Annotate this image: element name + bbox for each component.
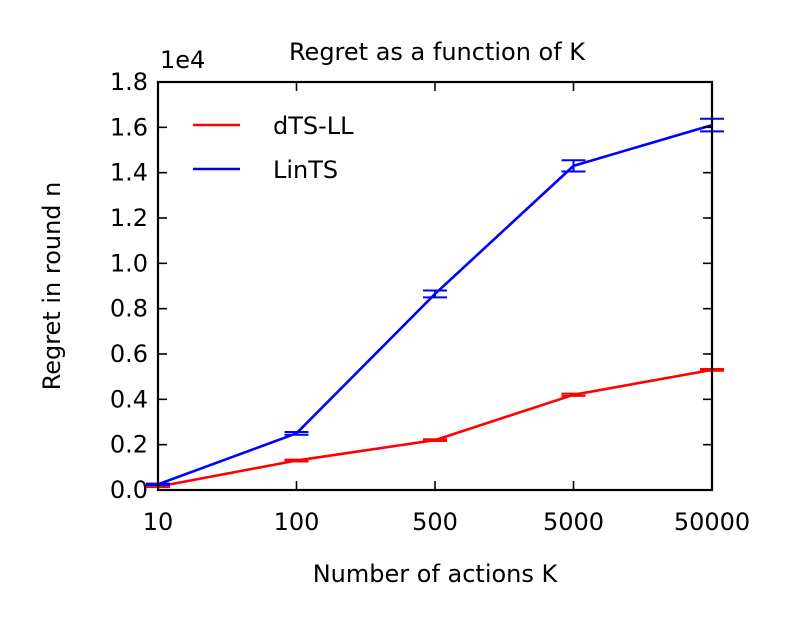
y-tick-label: 0.4 (110, 385, 148, 413)
y-axis-title: Regret in round n (38, 182, 66, 391)
x-tick-label: 100 (274, 508, 320, 536)
y-tick-label: 0.2 (110, 431, 148, 459)
y-tick-label: 1.2 (110, 204, 148, 232)
y-tick-label: 1.0 (110, 249, 148, 277)
legend-label-lints: LinTS (273, 156, 338, 184)
y-tick-label: 0.8 (110, 295, 148, 323)
y-tick-label: 0.6 (110, 340, 148, 368)
series-line-lints (157, 123, 713, 486)
y-offset-text: 1e4 (160, 46, 205, 74)
series-line-dts-ll (157, 368, 713, 488)
chart-title: Regret as a function of K (289, 38, 586, 66)
y-tick-label: 1.8 (110, 68, 148, 96)
x-tick-label: 500 (412, 508, 458, 536)
plot-area: 0.0 0.2 0.4 0.6 0.8 1.0 1.2 1.4 1.6 1.8 10 100 500 50… (110, 68, 750, 536)
y-tick-label: 1.6 (110, 113, 148, 141)
x-tick-label: 5000 (543, 508, 604, 536)
x-tick-label: 10 (143, 508, 174, 536)
legend-label-dts-ll: dTS-LL (273, 112, 354, 140)
y-tick-label: 1.4 (110, 159, 148, 187)
plot-frame (156, 80, 714, 492)
x-axis-title: Number of actions K (313, 560, 559, 588)
x-tick-label: 50000 (674, 508, 750, 536)
y-tick-label: 0.0 (110, 476, 148, 504)
